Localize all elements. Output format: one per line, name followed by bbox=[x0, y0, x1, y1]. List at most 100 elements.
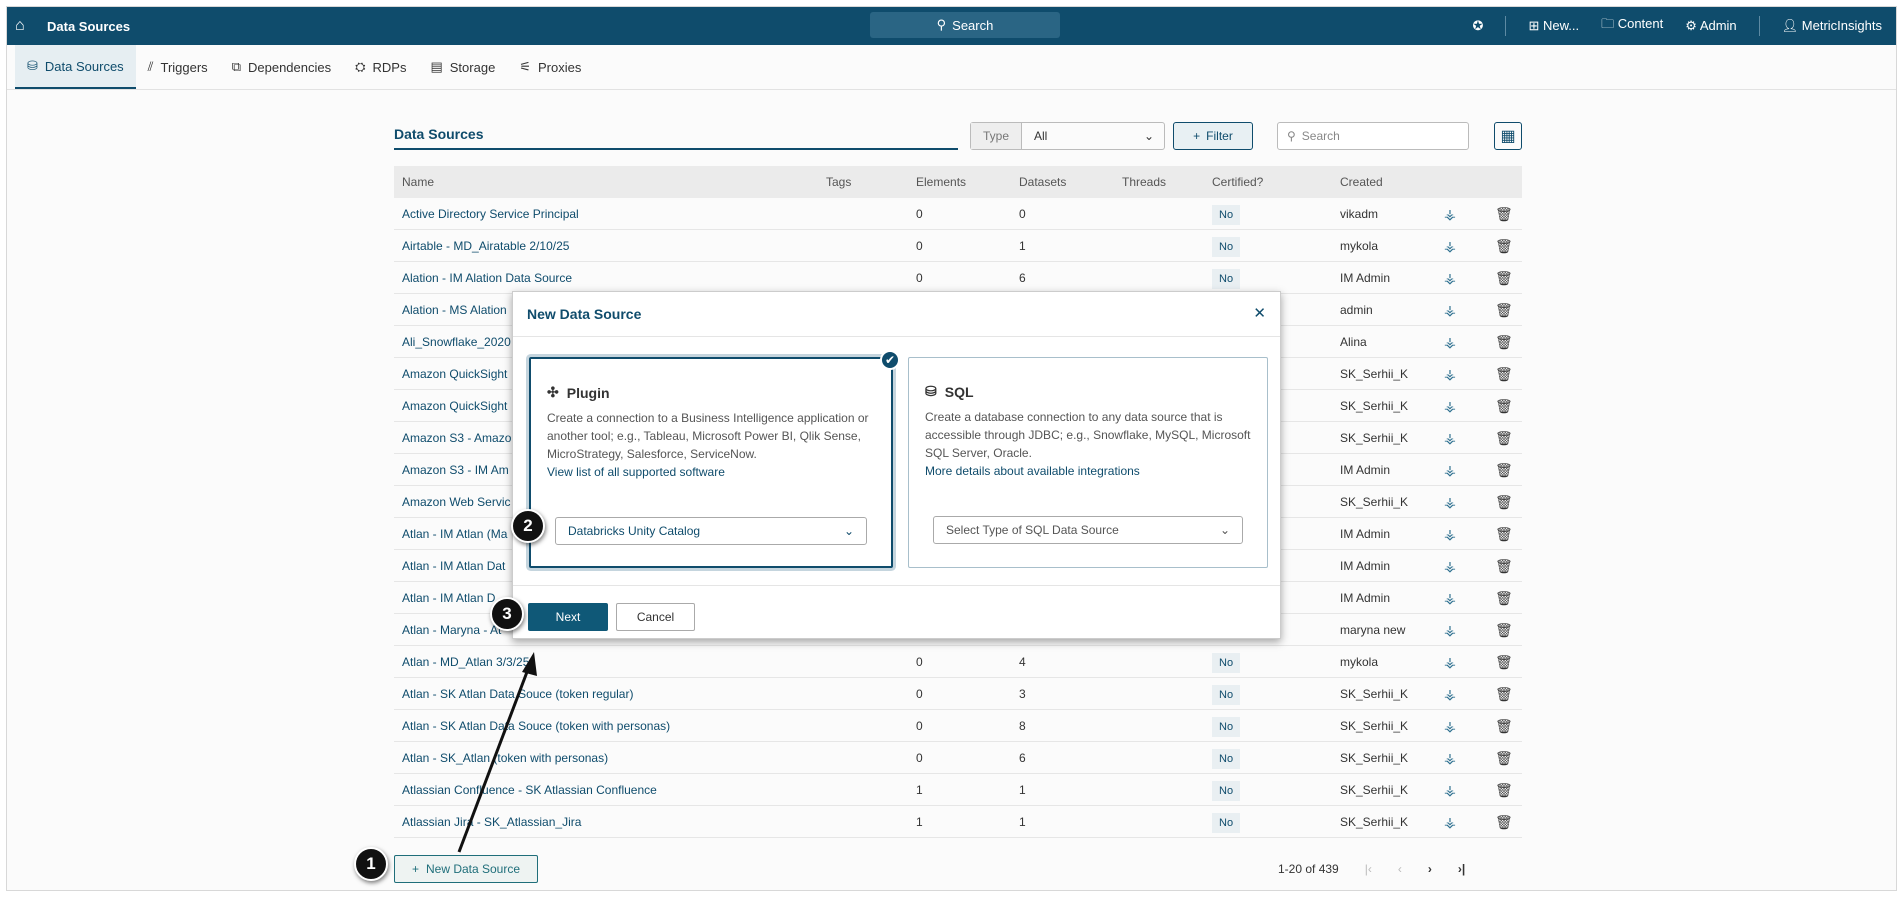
row-name-link[interactable]: Atlan - Maryna - At bbox=[402, 623, 502, 637]
hierarchy-icon[interactable]: ⚶ bbox=[1444, 782, 1456, 798]
close-icon[interactable]: ✕ bbox=[1253, 305, 1266, 322]
trash-icon[interactable]: 🗑︎ bbox=[1495, 686, 1513, 702]
col-certified[interactable]: Certified? bbox=[1212, 175, 1264, 189]
hierarchy-icon[interactable]: ⚶ bbox=[1444, 526, 1456, 542]
trash-icon[interactable]: 🗑︎ bbox=[1495, 270, 1513, 286]
row-name-link[interactable]: Alation - IM Alation Data Source bbox=[402, 271, 573, 285]
new-menu[interactable]: ⊞ New... bbox=[1528, 18, 1580, 33]
trash-icon[interactable]: 🗑︎ bbox=[1495, 558, 1513, 574]
row-name-link[interactable]: Atlan - SK_Atlan (token with personas) bbox=[402, 751, 609, 765]
hierarchy-icon[interactable]: ⚶ bbox=[1444, 590, 1456, 606]
hierarchy-icon[interactable]: ⚶ bbox=[1444, 302, 1456, 318]
row-name-link[interactable]: Alation - MS Alation bbox=[402, 303, 507, 317]
plugin-card[interactable]: ✔ ✣ Plugin Create a connection to a Busin… bbox=[529, 350, 900, 568]
tab-proxies[interactable]: ⚟ Proxies bbox=[507, 45, 593, 89]
trash-icon[interactable]: 🗑︎ bbox=[1495, 526, 1513, 542]
hierarchy-icon[interactable]: ⚶ bbox=[1444, 462, 1456, 478]
admin-menu[interactable]: ⚙ Admin bbox=[1685, 18, 1737, 33]
hierarchy-icon[interactable]: ⚶ bbox=[1444, 366, 1456, 382]
col-tags[interactable]: Tags bbox=[826, 175, 852, 189]
type-select[interactable]: Type All ⌄ bbox=[970, 122, 1165, 150]
row-name-link[interactable]: Amazon QuickSight bbox=[402, 399, 508, 413]
columns-button[interactable]: ▦ bbox=[1494, 122, 1522, 150]
prev-page-icon[interactable]: ‹ bbox=[1397, 862, 1402, 876]
row-name-link[interactable]: Amazon QuickSight bbox=[402, 367, 508, 381]
trash-icon[interactable]: 🗑︎ bbox=[1495, 782, 1513, 798]
next-button[interactable]: Next bbox=[528, 603, 608, 631]
row-name-link[interactable]: Atlan - IM Atlan Dat bbox=[402, 559, 506, 573]
hierarchy-icon[interactable]: ⚶ bbox=[1444, 334, 1456, 350]
tab-triggers[interactable]: ⫽ Triggers bbox=[136, 45, 220, 89]
tab-data-sources[interactable]: ⛁ Data Sources bbox=[15, 45, 136, 89]
trash-icon[interactable]: 🗑︎ bbox=[1495, 654, 1513, 670]
hierarchy-icon[interactable]: ⚶ bbox=[1444, 206, 1456, 222]
global-search[interactable]: ⚲ Search bbox=[870, 12, 1060, 38]
integrations-link[interactable]: More details about available integration… bbox=[925, 464, 1140, 478]
plugin-select[interactable]: Databricks Unity Catalog ⌄ bbox=[555, 517, 867, 545]
first-page-icon[interactable]: |‹ bbox=[1364, 862, 1372, 876]
row-name-link[interactable]: Airtable - MD_Airatable 2/10/25 bbox=[402, 239, 570, 253]
row-name-link[interactable]: Ali_Snowflake_2020 bbox=[402, 335, 511, 349]
trash-icon[interactable]: 🗑︎ bbox=[1495, 814, 1513, 830]
row-name-link[interactable]: Amazon S3 - Amazo bbox=[402, 431, 512, 445]
col-threads[interactable]: Threads bbox=[1122, 175, 1167, 189]
sql-select[interactable]: Select Type of SQL Data Source ⌄ bbox=[933, 516, 1243, 544]
type-label: Type bbox=[971, 123, 1022, 149]
hierarchy-icon[interactable]: ⚶ bbox=[1444, 686, 1456, 702]
trash-icon[interactable]: 🗑︎ bbox=[1495, 622, 1513, 638]
trash-icon[interactable]: 🗑︎ bbox=[1495, 750, 1513, 766]
user-menu[interactable]: 👤︎ MetricInsights bbox=[1781, 18, 1882, 33]
trash-icon[interactable]: 🗑︎ bbox=[1495, 398, 1513, 414]
row-name-link[interactable]: Amazon S3 - IM Am bbox=[402, 463, 509, 477]
hierarchy-icon[interactable]: ⚶ bbox=[1444, 430, 1456, 446]
filter-button[interactable]: + Filter bbox=[1173, 122, 1253, 150]
hierarchy-icon[interactable]: ⚶ bbox=[1444, 814, 1456, 830]
trash-icon[interactable]: 🗑︎ bbox=[1495, 334, 1513, 350]
hierarchy-icon[interactable]: ⚶ bbox=[1444, 558, 1456, 574]
row-name-link[interactable]: Atlassian Confluence - SK Atlassian Conf… bbox=[402, 783, 657, 797]
ai-icon[interactable]: ✪ bbox=[1472, 18, 1484, 33]
trash-icon[interactable]: 🗑︎ bbox=[1495, 462, 1513, 478]
hierarchy-icon[interactable]: ⚶ bbox=[1444, 718, 1456, 734]
tab-dependencies[interactable]: ⧉ Dependencies bbox=[220, 45, 343, 89]
row-name-link[interactable]: Active Directory Service Principal bbox=[402, 207, 579, 221]
cancel-button[interactable]: Cancel bbox=[616, 603, 695, 631]
next-page-icon[interactable]: › bbox=[1427, 862, 1432, 876]
trash-icon[interactable]: 🗑︎ bbox=[1495, 430, 1513, 446]
col-name[interactable]: Name bbox=[402, 175, 435, 189]
trash-icon[interactable]: 🗑︎ bbox=[1495, 366, 1513, 382]
tab-rdps[interactable]: ⛭ RDPs bbox=[343, 45, 418, 89]
row-name-link[interactable]: Atlassian Jira - SK_Atlassian_Jira bbox=[402, 815, 582, 829]
content-menu[interactable]: 🗀 Content bbox=[1601, 16, 1664, 31]
row-name-link[interactable]: Atlan - MD_Atlan 3/3/25 bbox=[402, 655, 530, 669]
sql-card[interactable]: ⛁ SQL Create a database connection to any… bbox=[908, 357, 1268, 568]
row-name-link[interactable]: Atlan - SK Atlan Data Souce (token regul… bbox=[402, 687, 634, 701]
last-page-icon[interactable]: ›| bbox=[1457, 862, 1466, 876]
new-data-source-button[interactable]: + New Data Source bbox=[394, 855, 538, 883]
trash-icon[interactable]: 🗑︎ bbox=[1495, 238, 1513, 254]
tab-storage[interactable]: ▤ Storage bbox=[418, 45, 507, 89]
row-name-link[interactable]: Atlan - IM Atlan D bbox=[402, 591, 496, 605]
trash-icon[interactable]: 🗑︎ bbox=[1495, 718, 1513, 734]
hierarchy-icon[interactable]: ⚶ bbox=[1444, 750, 1456, 766]
row-name-link[interactable]: Atlan - SK Atlan Data Souce (token with … bbox=[402, 719, 671, 733]
hierarchy-icon[interactable]: ⚶ bbox=[1444, 398, 1456, 414]
search-input[interactable]: ⚲ Search bbox=[1277, 122, 1469, 150]
trash-icon[interactable]: 🗑︎ bbox=[1495, 590, 1513, 606]
trash-icon[interactable]: 🗑︎ bbox=[1495, 206, 1513, 222]
hierarchy-icon[interactable]: ⚶ bbox=[1444, 270, 1456, 286]
row-name-link[interactable]: Amazon Web Servic bbox=[402, 495, 511, 509]
home-icon[interactable]: ⌂ bbox=[15, 17, 25, 34]
col-created[interactable]: Created bbox=[1340, 175, 1383, 189]
hierarchy-icon[interactable]: ⚶ bbox=[1444, 622, 1456, 638]
col-elements[interactable]: Elements bbox=[916, 175, 967, 189]
trash-icon[interactable]: 🗑︎ bbox=[1495, 302, 1513, 318]
hierarchy-icon[interactable]: ⚶ bbox=[1444, 494, 1456, 510]
trash-icon[interactable]: 🗑︎ bbox=[1495, 494, 1513, 510]
tab-label: Dependencies bbox=[247, 59, 332, 75]
hierarchy-icon[interactable]: ⚶ bbox=[1444, 238, 1456, 254]
row-name-link[interactable]: Atlan - IM Atlan (Ma bbox=[402, 527, 508, 541]
supported-software-link[interactable]: View list of all supported software bbox=[547, 465, 725, 479]
col-datasets[interactable]: Datasets bbox=[1019, 175, 1067, 189]
hierarchy-icon[interactable]: ⚶ bbox=[1444, 654, 1456, 670]
